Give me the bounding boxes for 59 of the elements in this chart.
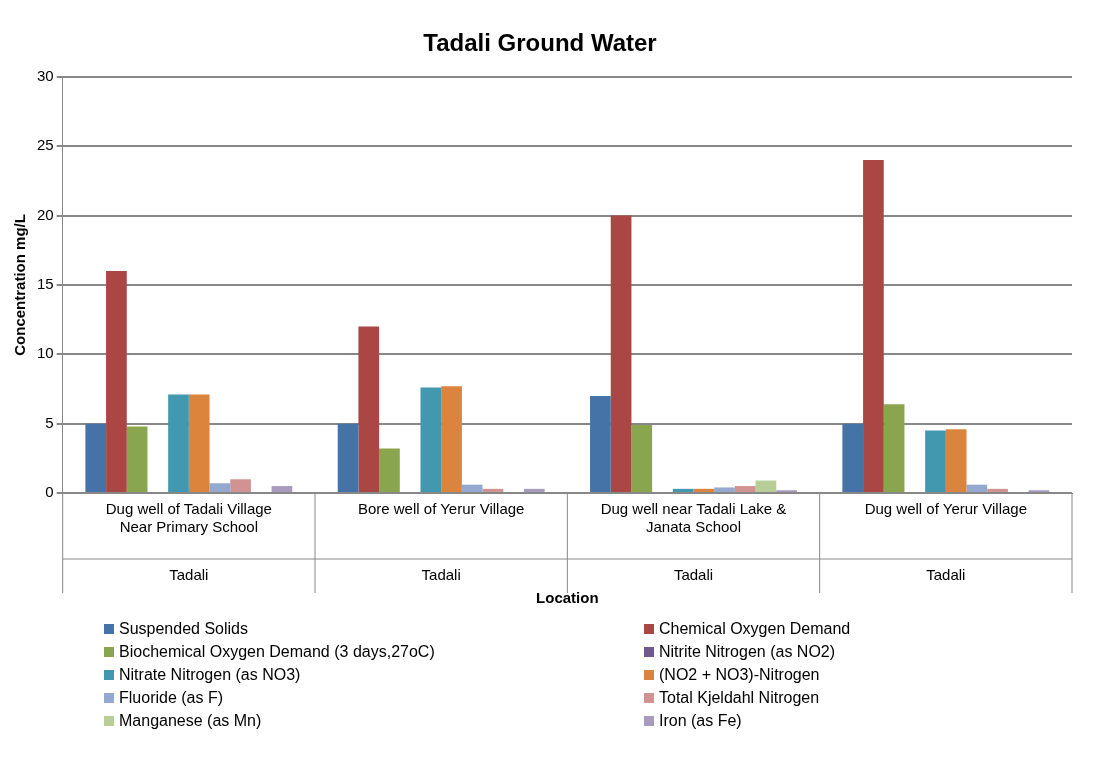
bar <box>734 486 756 492</box>
legend-label: (NO2 + NO3)-Nitrogen <box>659 666 820 684</box>
bar <box>590 395 611 492</box>
y-tick-label: 5 <box>45 413 54 431</box>
bar <box>755 480 777 492</box>
x-tick-label: Dug well of Yerur Village <box>864 500 1027 518</box>
bar <box>358 326 380 492</box>
bar <box>987 488 1008 492</box>
legend-label: Suspended Solids <box>119 620 248 638</box>
bar <box>126 426 148 492</box>
text: Tadali <box>673 566 714 584</box>
bar <box>842 423 864 492</box>
bar <box>693 488 715 492</box>
bar <box>337 423 359 492</box>
bar <box>420 387 442 492</box>
bar <box>672 488 694 492</box>
bar <box>945 429 967 492</box>
y-tick-label: 30 <box>37 66 54 84</box>
text: Tadali <box>926 566 966 584</box>
legend-label: Nitrite Nitrogen (as NO2) <box>659 643 836 661</box>
legend-label: Manganese (as Mn) <box>119 712 262 730</box>
legend-label: Chemical Oxygen Demand <box>659 620 851 638</box>
text: Tadali <box>169 566 209 584</box>
bar <box>188 394 210 492</box>
bar <box>863 160 884 492</box>
bar <box>85 423 107 492</box>
y-tick-label: 10 <box>37 344 54 362</box>
bar <box>461 484 483 492</box>
y-tick-label: 15 <box>37 275 54 293</box>
y-tick-label: 20 <box>37 205 54 223</box>
bar <box>631 425 653 492</box>
x-tick-label: Dug well of Tadali Village Near Primary School <box>105 500 272 536</box>
bar <box>482 488 504 492</box>
x-tick-label: Bore well of Yerur Village <box>357 500 525 518</box>
bar <box>379 448 400 492</box>
bar <box>966 484 988 492</box>
bar <box>925 430 946 492</box>
bar <box>106 271 127 492</box>
bar <box>271 486 293 492</box>
bar <box>883 404 905 492</box>
x-axis-title: Location <box>536 589 599 607</box>
legend-label: Iron (as Fe) <box>659 712 742 730</box>
bar <box>441 386 462 492</box>
legend-label: Total Kjeldahl Nitrogen <box>659 689 820 707</box>
legend-label: Fluoride (as F) <box>119 689 224 707</box>
bar <box>209 483 231 492</box>
y-tick-label: 0 <box>45 483 54 501</box>
text: Tadali <box>421 566 461 584</box>
y-axis-title: Concentration mg/L <box>11 214 29 356</box>
legend-label: Nitrate Nitrogen (as NO3) <box>119 666 301 684</box>
bar <box>610 215 632 492</box>
bar <box>523 488 545 492</box>
chart-title: Tadali Ground Water <box>423 29 657 57</box>
bar <box>168 394 189 492</box>
bar <box>714 487 735 492</box>
x-tick-label: Dug well near Tadali Lake & Janata School <box>600 500 787 536</box>
bar <box>230 479 251 492</box>
y-tick-label: 25 <box>37 136 54 154</box>
legend-label: Biochemical Oxygen Demand (3 days,27oC) <box>119 643 435 661</box>
